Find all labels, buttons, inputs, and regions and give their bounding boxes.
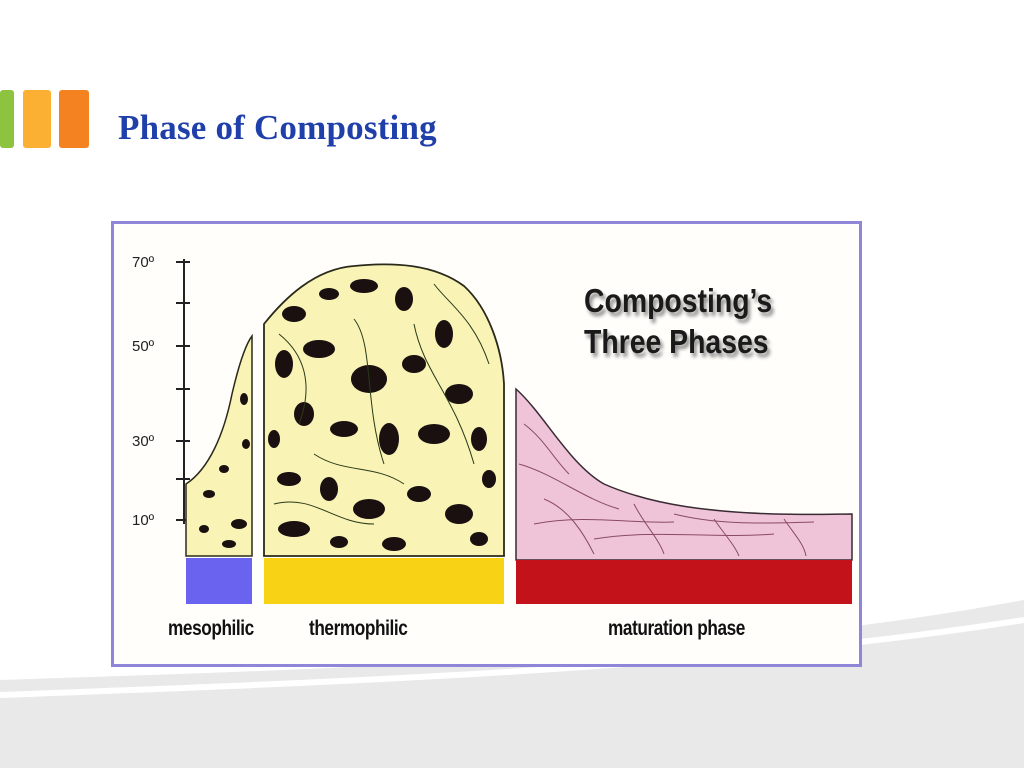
- mesophilic-region: [185, 333, 253, 557]
- phase-label-maturation: maturation phase: [608, 617, 745, 640]
- diagram-heading: Composting’s Three Phases: [584, 280, 808, 362]
- maturation-region: [515, 387, 853, 561]
- y-tick-70: 70º: [132, 254, 155, 271]
- composting-diagram: 70º 50º 30º 10º: [111, 221, 862, 667]
- accent-block-green: [0, 90, 14, 148]
- y-tick-50: 50º: [132, 338, 155, 355]
- y-tick-10: 10º: [132, 512, 155, 529]
- phase-label-thermophilic: thermophilic: [309, 617, 408, 640]
- accent-block-yellow: [23, 90, 51, 148]
- thermophilic-bar: [264, 558, 504, 604]
- slide-title: Phase of Composting: [118, 108, 437, 147]
- mesophilic-bar: [186, 558, 252, 604]
- y-tick-30: 30º: [132, 433, 155, 450]
- phase-label-mesophilic: mesophilic: [168, 617, 254, 640]
- maturation-bar: [516, 560, 852, 604]
- diagram-canvas: 70º 50º 30º 10º: [132, 254, 853, 604]
- diagram-heading-line2: Three Phases: [584, 323, 769, 360]
- diagram-heading-line1: Composting’s: [584, 282, 773, 319]
- accent-block-orange: [59, 90, 89, 148]
